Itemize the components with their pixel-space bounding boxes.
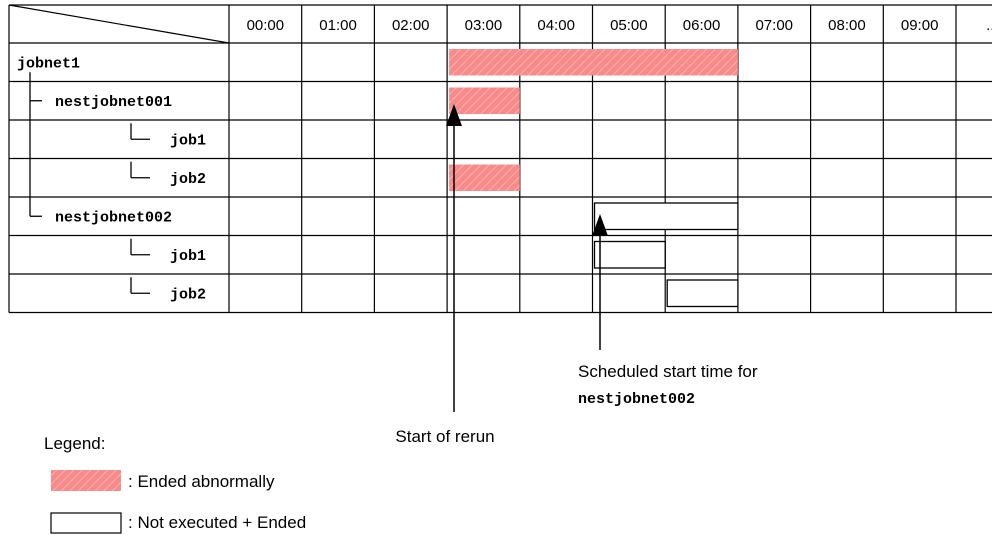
hour-label: 02:00 bbox=[392, 17, 430, 34]
hour-label: ... bbox=[986, 17, 992, 34]
hour-label: 07:00 bbox=[755, 17, 793, 34]
hour-label: 04:00 bbox=[537, 17, 575, 34]
job-tree: jobnet1 nestjobnet001 job1 job2 nestjobnet00… bbox=[17, 55, 206, 303]
hour-label: 09:00 bbox=[901, 17, 939, 34]
scheduled-label-line1: Scheduled start time for bbox=[578, 362, 758, 381]
row-label: job1 bbox=[170, 248, 206, 265]
rerun-arrow-head bbox=[446, 104, 462, 126]
hour-label: 01:00 bbox=[319, 17, 357, 34]
hour-label: 03:00 bbox=[465, 17, 503, 34]
row-label: job2 bbox=[170, 286, 206, 303]
row-label: jobnet1 bbox=[17, 55, 80, 72]
scheduled-label-line2: nestjobnet002 bbox=[578, 391, 695, 408]
rerun-label: Start of rerun bbox=[395, 427, 494, 446]
corner-diagonal bbox=[8, 4, 230, 44]
bar-abnormal bbox=[449, 164, 520, 191]
scheduled-arrow-head bbox=[592, 214, 608, 236]
legend-not-executed-label: : Not executed + Ended bbox=[128, 513, 306, 532]
hour-label: 08:00 bbox=[828, 17, 866, 34]
row-label: job2 bbox=[170, 171, 206, 188]
bar-not-executed bbox=[593, 240, 666, 269]
execution-bars bbox=[449, 49, 739, 308]
row-label: job1 bbox=[170, 132, 206, 149]
legend-title: Legend: bbox=[44, 434, 105, 453]
rerun-annotation: Start of rerun bbox=[395, 104, 495, 446]
hour-label: 06:00 bbox=[683, 17, 721, 34]
scheduled-annotation: Scheduled start time for nestjobnet002 bbox=[578, 214, 758, 408]
bar-abnormal bbox=[449, 87, 520, 114]
bar-not-executed bbox=[593, 202, 739, 231]
legend-abnormal-swatch bbox=[51, 470, 121, 491]
legend-not-executed-swatch bbox=[50, 512, 122, 534]
row-label: nestjobnet002 bbox=[55, 209, 172, 226]
legend: Legend: : Ended abnormally : Not execute… bbox=[44, 434, 306, 534]
bar-not-executed bbox=[666, 279, 739, 308]
bar-abnormal bbox=[449, 49, 738, 76]
row-label: nestjobnet001 bbox=[55, 94, 172, 111]
hour-header: 00:00 01:00 02:00 03:00 04:00 05:00 06:00 07:00… bbox=[247, 17, 992, 34]
legend-abnormal-label: : Ended abnormally bbox=[128, 472, 275, 491]
hour-label: 05:00 bbox=[610, 17, 648, 34]
timeline-grid bbox=[8, 4, 992, 314]
hour-label: 00:00 bbox=[247, 17, 285, 34]
